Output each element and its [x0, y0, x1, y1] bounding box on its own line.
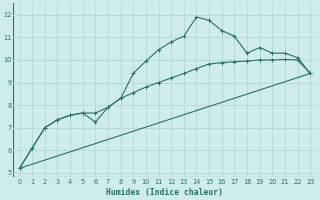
X-axis label: Humidex (Indice chaleur): Humidex (Indice chaleur)	[106, 188, 223, 197]
